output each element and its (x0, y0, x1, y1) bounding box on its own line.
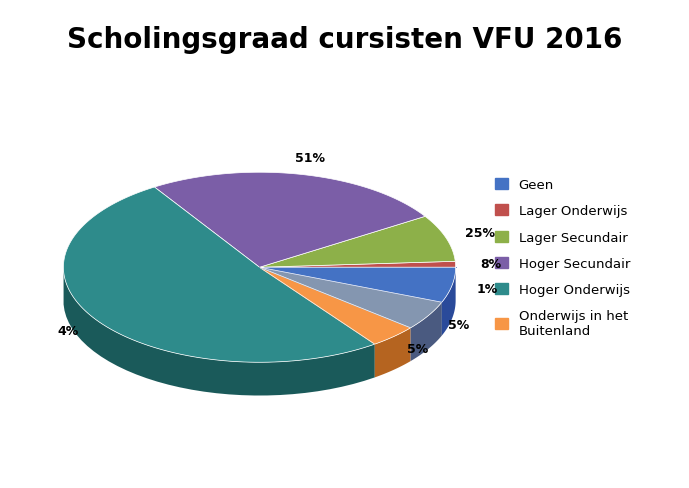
Text: Scholingsgraad cursisten VFU 2016: Scholingsgraad cursisten VFU 2016 (67, 26, 622, 54)
Legend: Geen, Lager Onderwijs, Lager Secundair, Hoger Secundair, Hoger Onderwijs, Onderw: Geen, Lager Onderwijs, Lager Secundair, … (495, 179, 630, 338)
Polygon shape (375, 328, 411, 378)
Text: 4%: 4% (57, 324, 79, 337)
Polygon shape (154, 173, 425, 268)
Polygon shape (411, 303, 442, 361)
Text: 8%: 8% (480, 258, 502, 271)
Polygon shape (260, 268, 455, 303)
Polygon shape (63, 272, 375, 396)
Text: 1%: 1% (476, 282, 497, 295)
Text: 5%: 5% (407, 343, 429, 356)
Polygon shape (260, 268, 411, 345)
Text: 5%: 5% (448, 318, 469, 331)
Polygon shape (63, 188, 375, 363)
Polygon shape (260, 217, 455, 268)
Text: 25%: 25% (464, 226, 495, 240)
Polygon shape (260, 268, 442, 328)
Polygon shape (442, 268, 455, 336)
Polygon shape (260, 262, 455, 268)
Text: 51%: 51% (295, 152, 325, 165)
